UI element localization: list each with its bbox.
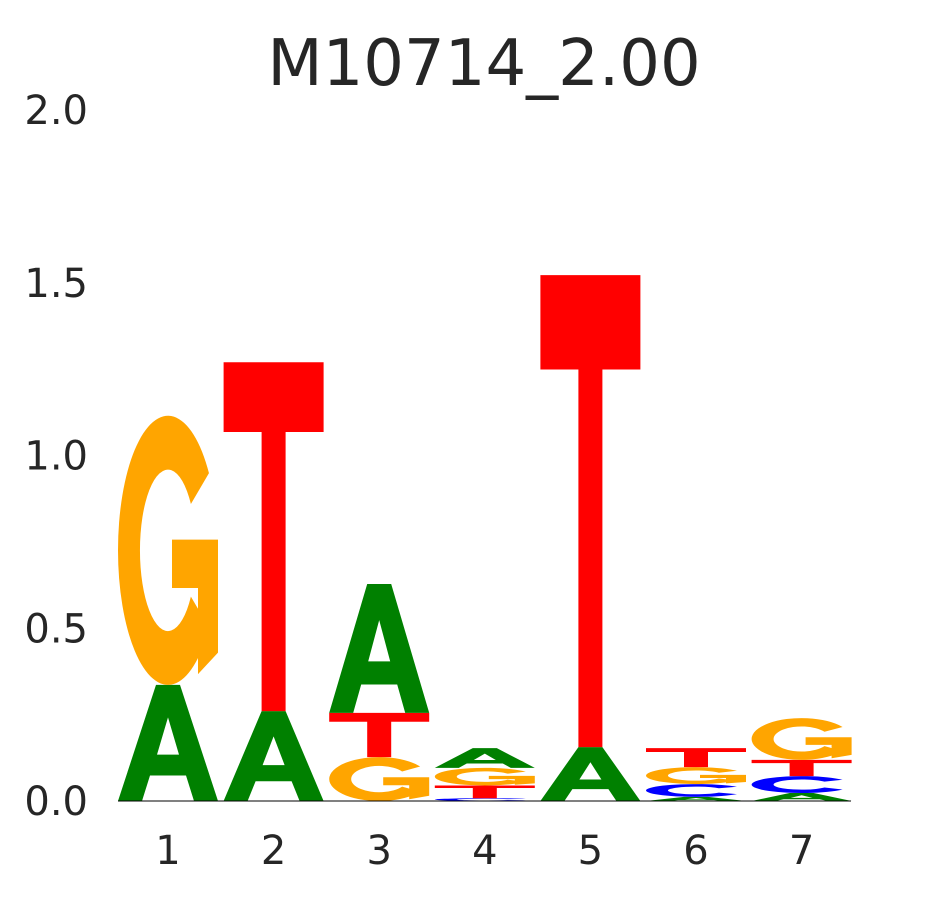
x-tick-label: 3	[366, 828, 391, 874]
logo-letter-shape	[751, 776, 843, 794]
logo-letter-C	[751, 776, 843, 794]
logo-letter-T	[751, 759, 852, 777]
logo-letter-shape	[646, 748, 746, 768]
logo-letter-shape	[118, 415, 209, 685]
y-tick-label: 1.0	[24, 434, 88, 480]
y-tick-label: 1.5	[24, 261, 88, 307]
logo-letter-T	[540, 275, 641, 748]
x-axis: 1 2 3 4 5 6 7	[155, 828, 814, 874]
logo-letter-G	[434, 767, 535, 786]
logo-letter-shape	[646, 796, 746, 801]
logo-letter-shape	[434, 767, 526, 786]
logo-letter-A	[434, 748, 535, 768]
logo-letter-shape	[223, 711, 324, 801]
y-tick-label: 0.0	[24, 779, 88, 825]
logo-letter-shape	[751, 718, 843, 760]
logo-letter-G	[329, 757, 430, 801]
x-tick-label: 7	[789, 828, 814, 874]
logo-letter-G	[751, 718, 852, 760]
logo-letter-C	[646, 784, 737, 797]
logo-letter-shape	[329, 712, 430, 758]
logo-letter-A	[540, 747, 641, 801]
logo-letter-G	[118, 415, 218, 685]
logo-letter-G	[646, 767, 746, 785]
y-tick-label: 2.0	[24, 88, 88, 134]
x-tick-label: 4	[472, 828, 497, 874]
logo-letter-A	[751, 793, 852, 801]
logo-letter-shape	[172, 539, 218, 675]
logo-letter-shape	[434, 798, 526, 801]
logo-letter-shape	[329, 757, 421, 801]
logo-letter-shape	[434, 748, 535, 768]
logo-letter-C	[434, 798, 526, 801]
logo-letter-A	[329, 584, 430, 713]
logo-letter-shape	[118, 684, 218, 801]
logo-letter-shape	[383, 777, 430, 800]
x-tick-label: 5	[578, 828, 603, 874]
logo-letter-shape	[751, 793, 852, 801]
logo-letter-A	[223, 711, 324, 801]
logo-letter-A	[646, 796, 746, 801]
logo-letter-shape	[434, 785, 535, 799]
logo-letter-T	[223, 362, 324, 712]
logo-letter-shape	[540, 747, 641, 801]
x-tick-label: 6	[683, 828, 708, 874]
logo-letter-shape	[329, 584, 430, 713]
logo-letter-shape	[488, 775, 535, 785]
y-tick-label: 0.5	[24, 606, 88, 652]
logo-letter-shape	[805, 737, 852, 759]
x-tick-label: 1	[155, 828, 180, 874]
chart-title: M10714_2.00	[267, 27, 700, 101]
logo-letter-shape	[700, 774, 746, 784]
logo-letter-shape	[751, 759, 852, 777]
x-tick-label: 2	[261, 828, 286, 874]
logo-letter-T	[434, 785, 535, 799]
logo-letter-shape	[646, 767, 737, 785]
logo-letter-T	[329, 712, 430, 758]
logo-letter-A	[118, 684, 218, 801]
logo-stacks	[118, 275, 852, 801]
y-axis: 0.0 0.5 1.0 1.5 2.0	[24, 88, 88, 825]
logo-letter-shape	[646, 784, 737, 797]
logo-letter-shape	[223, 362, 324, 712]
logo-letter-T	[646, 748, 746, 768]
logo-letter-shape	[540, 275, 641, 748]
